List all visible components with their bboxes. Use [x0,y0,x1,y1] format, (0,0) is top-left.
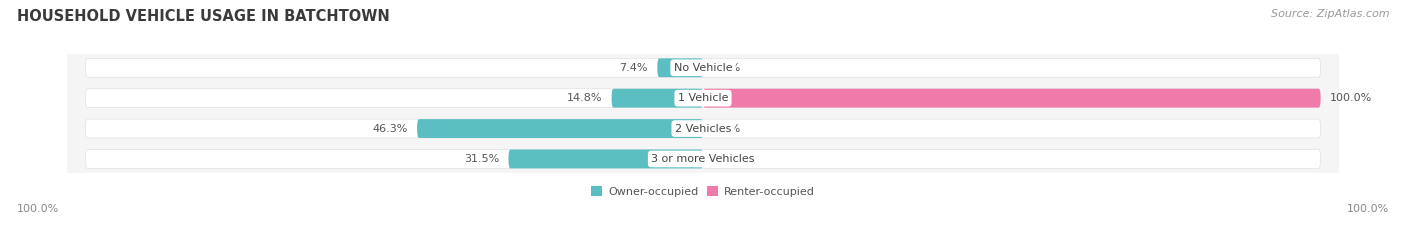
FancyBboxPatch shape [86,89,1320,108]
Text: 1 Vehicle: 1 Vehicle [678,93,728,103]
FancyBboxPatch shape [86,150,1320,168]
Text: HOUSEHOLD VEHICLE USAGE IN BATCHTOWN: HOUSEHOLD VEHICLE USAGE IN BATCHTOWN [17,9,389,24]
Text: 14.8%: 14.8% [567,93,602,103]
Legend: Owner-occupied, Renter-occupied: Owner-occupied, Renter-occupied [586,182,820,201]
Text: 3 or more Vehicles: 3 or more Vehicles [651,154,755,164]
FancyBboxPatch shape [86,58,1320,77]
FancyBboxPatch shape [612,89,703,108]
Text: 0.0%: 0.0% [713,63,741,73]
Text: 100.0%: 100.0% [1347,204,1389,214]
FancyBboxPatch shape [703,89,1320,108]
Text: 100.0%: 100.0% [1330,93,1372,103]
Text: Source: ZipAtlas.com: Source: ZipAtlas.com [1271,9,1389,19]
Text: 31.5%: 31.5% [464,154,499,164]
Text: 7.4%: 7.4% [620,63,648,73]
FancyBboxPatch shape [67,54,1339,173]
FancyBboxPatch shape [509,150,703,168]
Text: 0.0%: 0.0% [713,154,741,164]
Text: 46.3%: 46.3% [373,123,408,134]
FancyBboxPatch shape [657,58,703,77]
FancyBboxPatch shape [86,119,1320,138]
Text: No Vehicle: No Vehicle [673,63,733,73]
Text: 100.0%: 100.0% [17,204,59,214]
Text: 2 Vehicles: 2 Vehicles [675,123,731,134]
Text: 0.0%: 0.0% [713,123,741,134]
FancyBboxPatch shape [418,119,703,138]
